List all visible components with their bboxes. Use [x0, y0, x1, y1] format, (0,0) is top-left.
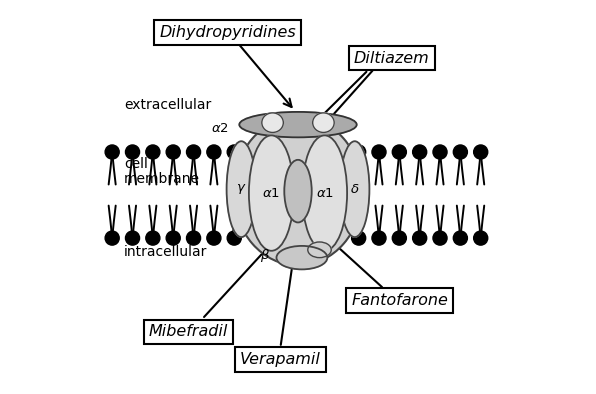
Text: $\alpha$2: $\alpha$2: [211, 122, 229, 135]
Text: $\alpha$1: $\alpha$1: [262, 187, 280, 200]
Ellipse shape: [226, 141, 256, 237]
Circle shape: [352, 145, 366, 159]
Text: cell: cell: [124, 157, 148, 171]
Circle shape: [146, 231, 160, 245]
Text: Mibefradil: Mibefradil: [149, 325, 228, 340]
Ellipse shape: [284, 160, 312, 223]
Ellipse shape: [302, 136, 347, 251]
Text: Dihydropyridines: Dihydropyridines: [159, 25, 296, 40]
Circle shape: [187, 145, 201, 159]
Circle shape: [126, 231, 139, 245]
Circle shape: [207, 231, 221, 245]
Circle shape: [146, 145, 160, 159]
Ellipse shape: [340, 141, 370, 237]
Circle shape: [392, 231, 406, 245]
Ellipse shape: [308, 242, 331, 258]
Circle shape: [433, 231, 447, 245]
Circle shape: [454, 231, 467, 245]
Circle shape: [454, 145, 467, 159]
Circle shape: [372, 145, 386, 159]
Circle shape: [207, 145, 221, 159]
Text: $\delta$: $\delta$: [350, 183, 359, 196]
Text: Fantofarone: Fantofarone: [351, 293, 448, 308]
Ellipse shape: [313, 113, 334, 132]
Circle shape: [474, 145, 488, 159]
Circle shape: [105, 231, 119, 245]
Circle shape: [105, 145, 119, 159]
Circle shape: [166, 145, 180, 159]
Ellipse shape: [249, 136, 294, 251]
Circle shape: [187, 231, 201, 245]
Circle shape: [166, 231, 180, 245]
Ellipse shape: [240, 112, 356, 138]
Circle shape: [227, 231, 241, 245]
Ellipse shape: [262, 113, 283, 132]
Circle shape: [474, 231, 488, 245]
Text: $\alpha$1: $\alpha$1: [316, 187, 334, 200]
Text: Diltiazem: Diltiazem: [354, 50, 430, 66]
Circle shape: [412, 231, 427, 245]
Text: Verapamil: Verapamil: [240, 352, 321, 367]
Text: intracellular: intracellular: [124, 245, 207, 259]
Circle shape: [412, 145, 427, 159]
Text: extracellular: extracellular: [124, 98, 211, 112]
Circle shape: [392, 145, 406, 159]
Ellipse shape: [234, 117, 362, 266]
Circle shape: [372, 231, 386, 245]
Ellipse shape: [277, 246, 327, 269]
Circle shape: [227, 145, 241, 159]
Circle shape: [126, 145, 139, 159]
Text: $\gamma$: $\gamma$: [236, 182, 247, 196]
Text: $\beta$: $\beta$: [260, 247, 270, 264]
Circle shape: [352, 231, 366, 245]
Text: membrane: membrane: [124, 173, 200, 186]
Circle shape: [433, 145, 447, 159]
